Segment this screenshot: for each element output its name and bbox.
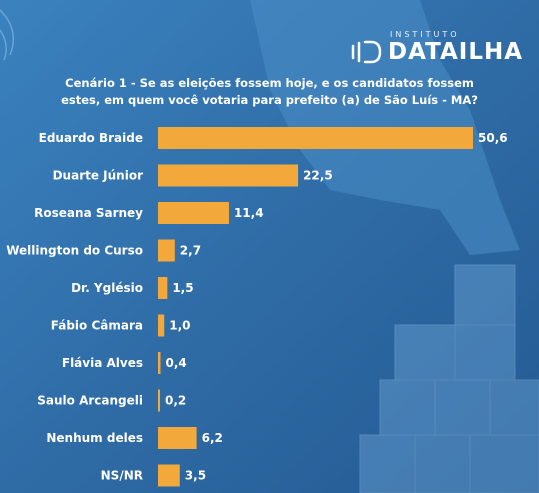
bar [158,127,473,149]
bar [158,314,165,337]
bar [158,427,197,449]
bar [158,389,160,412]
logo-institute-label: INSTITUTO [390,30,460,39]
bar [158,202,229,224]
bar [158,464,180,487]
category-label: Flávia Alves [62,356,143,370]
category-label: Duarte Júnior [53,169,143,183]
bar [158,164,299,187]
value-label: 11,4 [234,206,264,220]
decorative-blocks [359,264,539,493]
value-label: 50,6 [478,131,508,145]
value-label: 1,5 [172,281,193,295]
value-label: 6,2 [202,431,223,445]
category-label: Roseana Sarney [34,206,143,220]
logo-brand-name: DATAILHA [388,39,524,65]
value-label: 0,4 [165,356,186,370]
chart-title-line-1: Cenário 1 - Se as eleições fossem hoje, … [65,76,474,90]
chart-title: Cenário 1 - Se as eleições fossem hoje, … [0,75,539,109]
value-label: 22,5 [303,169,333,183]
value-label: 3,5 [185,469,206,483]
value-label: 1,0 [169,319,190,333]
category-label: Saulo Arcangeli [37,394,143,408]
category-label: Nenhum deles [46,431,143,445]
decorative-arcs [0,9,15,61]
logo-mark-icon [351,40,382,64]
chart-title-line-2: estes, em quem você votaria para prefeit… [61,93,478,107]
category-label: Dr. Yglésio [71,281,143,295]
bar [158,239,175,262]
category-label: Wellington do Curso [6,244,143,258]
category-label: NS/NR [101,469,143,483]
bar [158,352,161,374]
bar [158,277,168,299]
value-label: 0,2 [165,394,186,408]
value-label: 2,7 [180,244,201,258]
category-label: Eduardo Braide [39,131,143,145]
category-label: Fábio Câmara [51,319,143,333]
